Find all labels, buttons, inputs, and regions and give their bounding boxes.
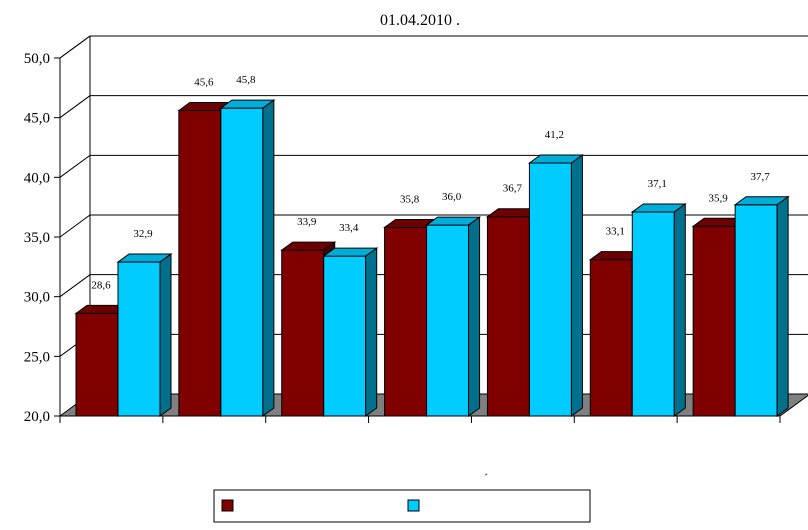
bar-front bbox=[589, 259, 633, 417]
bar-front bbox=[426, 224, 470, 417]
data-label: 35,8 bbox=[400, 193, 420, 205]
legend-box bbox=[213, 489, 591, 523]
bar bbox=[322, 247, 379, 417]
y-tick-label: 25,0 bbox=[24, 349, 50, 365]
legend-swatch bbox=[407, 499, 420, 512]
data-label: 45,8 bbox=[236, 74, 256, 86]
bar-front bbox=[75, 312, 119, 417]
bar bbox=[527, 154, 584, 417]
legend-swatch bbox=[221, 499, 234, 512]
y-tick-label: 35,0 bbox=[24, 230, 50, 246]
bar-front bbox=[281, 249, 325, 417]
bar-front bbox=[486, 216, 530, 417]
y-tick-label: 45,0 bbox=[24, 111, 50, 127]
bar-front bbox=[692, 225, 736, 417]
bar-side bbox=[365, 247, 378, 417]
bar-side bbox=[776, 195, 789, 417]
bar-front bbox=[178, 110, 222, 417]
bar-side bbox=[673, 202, 686, 417]
data-labels: 28,6 32,9 45,6 45,8 33,9 33,4 35,8 36,0 36,7 41,2… bbox=[91, 74, 770, 291]
gridline bbox=[59, 95, 808, 119]
y-axis: 20,0 25,0 30,0 35,0 40,0 45,0 50,0 bbox=[24, 51, 61, 425]
bar bbox=[116, 253, 173, 417]
data-label: 45,6 bbox=[194, 77, 214, 89]
bar-series bbox=[74, 99, 790, 417]
bar-front bbox=[734, 204, 778, 417]
bar-front bbox=[117, 261, 161, 417]
data-label: 36,0 bbox=[442, 191, 462, 203]
legend bbox=[213, 489, 591, 523]
bar-front bbox=[323, 255, 367, 417]
bar-side bbox=[262, 99, 275, 417]
data-label: 35,9 bbox=[709, 192, 729, 204]
x-axis bbox=[59, 415, 781, 423]
chart-title: 01.04.2010 . bbox=[380, 12, 460, 29]
y-tick-label: 40,0 bbox=[24, 170, 50, 186]
data-label: 33,1 bbox=[606, 226, 625, 238]
data-label: 28,6 bbox=[91, 279, 111, 291]
data-label: 41,2 bbox=[545, 129, 564, 141]
y-tick-label: 20,0 bbox=[24, 409, 50, 425]
bar-front bbox=[384, 226, 428, 417]
data-label: 33,4 bbox=[339, 222, 359, 234]
y-tick-label: 30,0 bbox=[24, 290, 50, 306]
bar-front bbox=[631, 211, 675, 417]
axis-caption-mark: ´ bbox=[484, 471, 488, 485]
gridline bbox=[59, 154, 808, 178]
data-label: 32,9 bbox=[133, 228, 153, 240]
bar-front bbox=[528, 162, 572, 417]
bar-side bbox=[159, 253, 172, 417]
data-label: 37,7 bbox=[751, 171, 771, 183]
bar-side bbox=[468, 216, 481, 417]
bar bbox=[219, 99, 276, 417]
data-label: 37,1 bbox=[648, 178, 667, 190]
bar-side bbox=[570, 154, 583, 417]
bar bbox=[733, 195, 790, 417]
bar bbox=[630, 202, 687, 417]
data-label: 36,7 bbox=[503, 183, 523, 195]
data-label: 33,9 bbox=[297, 216, 317, 228]
gridline bbox=[59, 35, 808, 59]
bar bbox=[425, 216, 482, 417]
y-tick-label: 50,0 bbox=[24, 51, 50, 67]
bar-front bbox=[220, 107, 264, 417]
